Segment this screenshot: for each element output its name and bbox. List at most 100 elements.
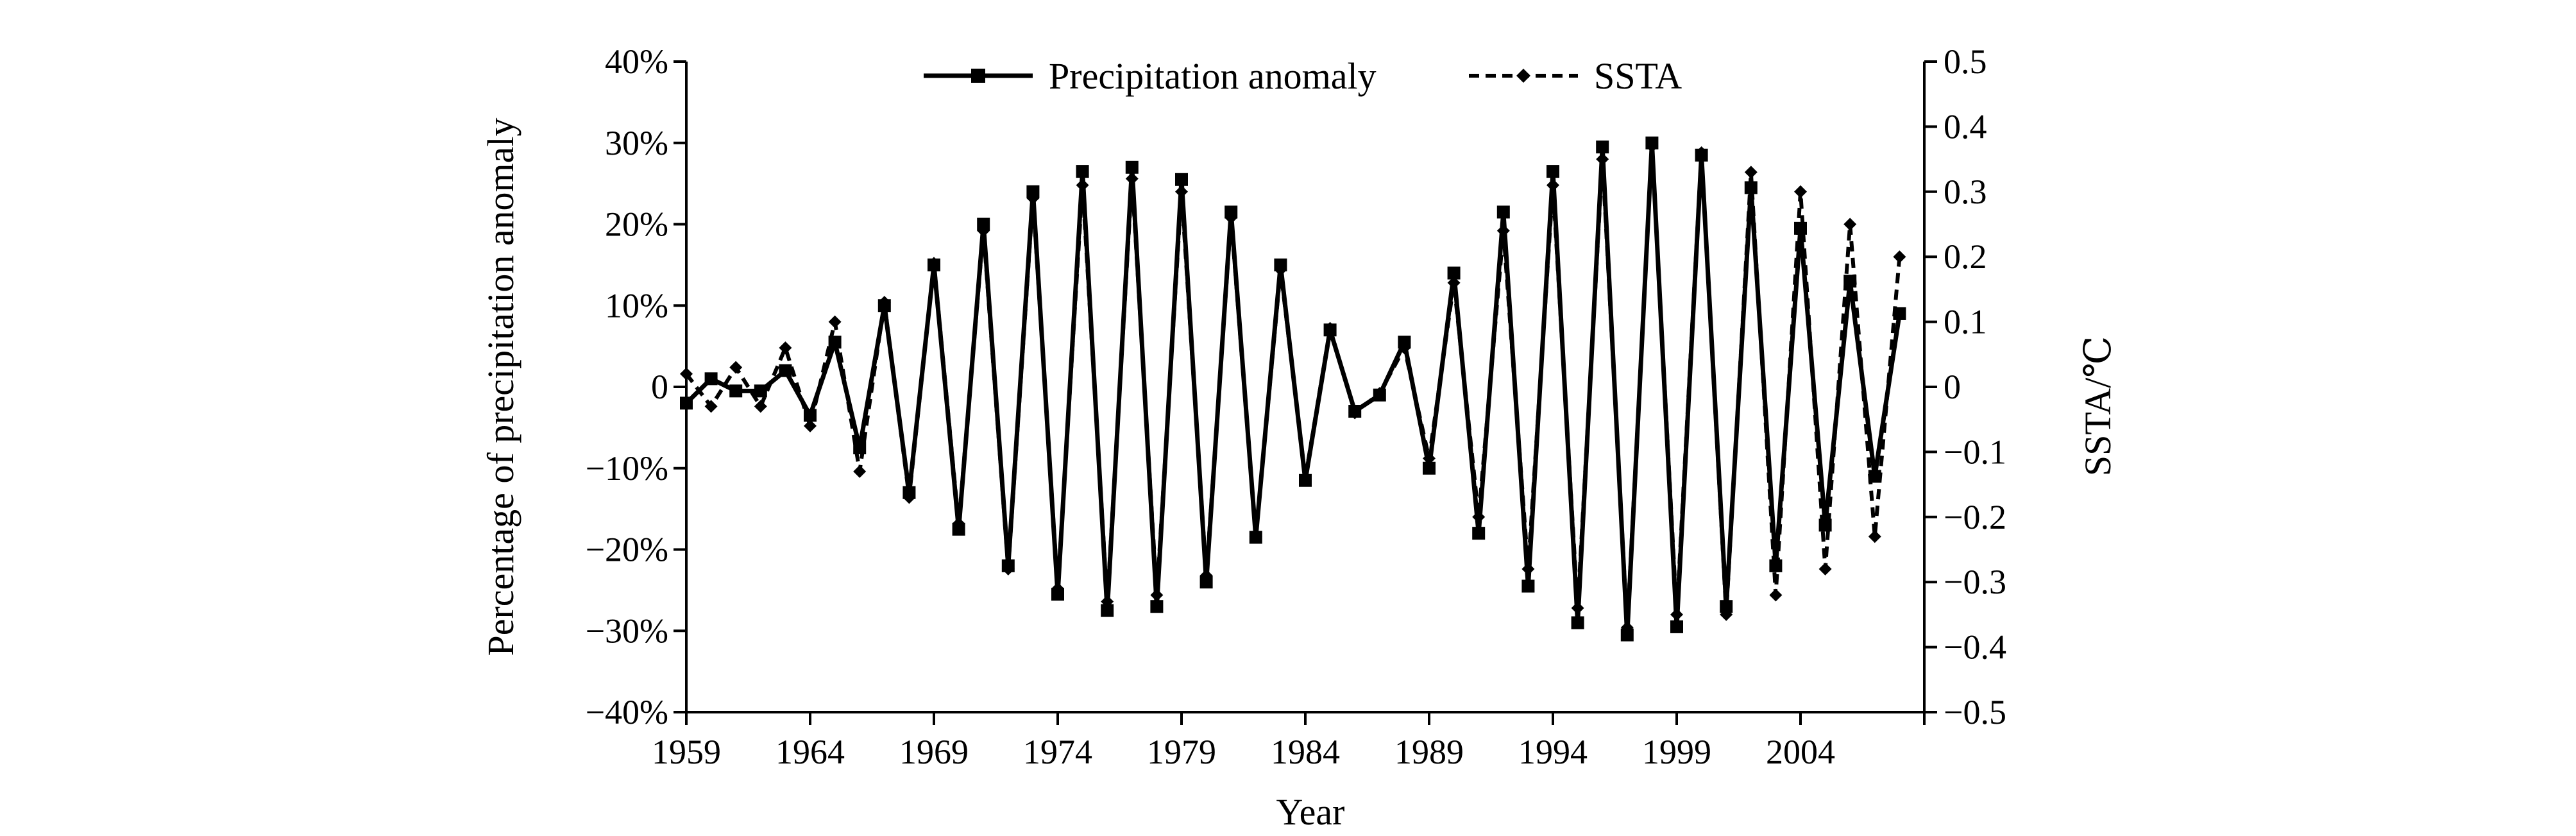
y-tick-label-left: −10% bbox=[586, 449, 668, 488]
x-tick-label: 1974 bbox=[1023, 733, 1092, 771]
precipitation-point bbox=[853, 441, 867, 455]
ssta-point bbox=[853, 465, 867, 478]
precipitation-point bbox=[1670, 620, 1683, 633]
precipitation-point bbox=[1101, 604, 1114, 617]
precipitation-point bbox=[977, 218, 990, 231]
series-layer bbox=[680, 136, 1906, 642]
x-tick-label: 2004 bbox=[1766, 733, 1835, 771]
precipitation-point bbox=[1472, 527, 1486, 540]
y-tick-label-right: 0.1 bbox=[1944, 303, 1987, 341]
precipitation-point bbox=[1546, 165, 1559, 178]
precipitation-point bbox=[1447, 266, 1461, 280]
precipitation-point bbox=[877, 299, 891, 312]
ssta-point bbox=[1818, 562, 1832, 576]
y-tick-label-right: −0.2 bbox=[1944, 498, 2006, 536]
precipitation-point bbox=[1596, 141, 1609, 154]
precipitation-point bbox=[902, 486, 916, 499]
y-tick-label-left: 0 bbox=[651, 368, 668, 406]
precipitation-point bbox=[1150, 600, 1164, 613]
precipitation-point bbox=[1026, 185, 1040, 198]
precipitation-point bbox=[1843, 275, 1857, 288]
precipitation-point bbox=[1125, 160, 1139, 174]
ssta-point bbox=[1794, 185, 1807, 198]
precipitation-point bbox=[1695, 148, 1708, 162]
precipitation-point bbox=[1076, 165, 1089, 178]
precipitation-point bbox=[1868, 470, 1881, 483]
precipitation-point bbox=[1818, 518, 1832, 532]
y-tick-label-right: 0.4 bbox=[1944, 107, 1987, 146]
precipitation-point bbox=[1744, 181, 1758, 194]
ssta-point bbox=[804, 419, 817, 432]
precipitation-line bbox=[684, 141, 1902, 638]
y-tick-label-left: −40% bbox=[586, 693, 668, 731]
x-tick-label: 1969 bbox=[899, 733, 969, 771]
precipitation-point bbox=[1423, 461, 1436, 475]
precipitation-point bbox=[1794, 221, 1807, 235]
precipitation-point bbox=[928, 258, 940, 271]
y-tick-label-left: −30% bbox=[586, 611, 668, 650]
precipitation-point bbox=[1645, 136, 1659, 149]
x-tick-label: 1989 bbox=[1394, 733, 1464, 771]
precipitation-point bbox=[952, 522, 965, 536]
precipitation-point bbox=[1893, 307, 1906, 320]
y-tick-label-right: −0.4 bbox=[1944, 628, 2006, 667]
ssta-point bbox=[1868, 530, 1881, 543]
ssta-point bbox=[729, 361, 743, 374]
precipitation-point bbox=[680, 397, 693, 410]
precipitation-point bbox=[1249, 531, 1262, 544]
precipitation-point bbox=[1348, 405, 1362, 418]
y-tick-label-right: −0.3 bbox=[1944, 563, 2006, 601]
ssta-point bbox=[779, 341, 792, 355]
ssta-point bbox=[1744, 166, 1758, 179]
precipitation-point bbox=[754, 384, 767, 398]
precipitation-point bbox=[1720, 600, 1733, 613]
y-tick-label-left: 10% bbox=[605, 286, 668, 325]
legend: Precipitation anomaly SSTA bbox=[924, 55, 1682, 97]
legend-label-ssta: SSTA bbox=[1594, 55, 1682, 97]
precipitation-point bbox=[1398, 336, 1411, 349]
y-tick-label-right: 0.2 bbox=[1944, 237, 1987, 276]
precipitation-point bbox=[1274, 258, 1287, 271]
ssta-point bbox=[704, 400, 718, 413]
precipitation-point bbox=[804, 409, 817, 422]
x-tick-label: 1959 bbox=[652, 733, 721, 771]
precipitation-point bbox=[828, 336, 842, 349]
axes: 40% 30% 20% 10% 0 −10% −20% −30% −40% 0.5 0.4 0.3 0.… bbox=[586, 42, 2006, 771]
precipitation-point bbox=[779, 364, 792, 377]
precipitation-point bbox=[1620, 628, 1634, 642]
x-tick-label: 1999 bbox=[1642, 733, 1711, 771]
precipitation-point bbox=[1224, 205, 1238, 219]
y-tick-label-left: −20% bbox=[586, 531, 668, 569]
precipitation-point bbox=[1496, 205, 1510, 219]
ssta-point bbox=[680, 367, 693, 380]
legend-marker-ssta bbox=[1516, 69, 1530, 83]
legend-label-precipitation: Precipitation anomaly bbox=[1049, 55, 1377, 97]
y-tick-label-right: −0.5 bbox=[1944, 693, 2006, 731]
precipitation-point bbox=[1051, 588, 1064, 601]
precipitation-point bbox=[1373, 388, 1386, 402]
x-tick-label: 1994 bbox=[1518, 733, 1588, 771]
precipitation-point bbox=[704, 372, 718, 386]
precipitation-point bbox=[1199, 576, 1213, 589]
x-axis-title: Year bbox=[1276, 791, 1345, 833]
precipitation-point bbox=[1571, 616, 1584, 629]
y-tick-label-right: 0.3 bbox=[1944, 173, 1987, 211]
y-tick-label-right: 0 bbox=[1944, 368, 1961, 406]
x-tick-label: 1964 bbox=[775, 733, 845, 771]
y-axis-title-right: SSTA/℃ bbox=[2077, 336, 2119, 476]
y-tick-label-left: 40% bbox=[605, 42, 668, 81]
legend-marker-precipitation bbox=[971, 69, 985, 83]
y-axis-title-left: Percentage of precipitation anomaly bbox=[480, 117, 521, 656]
x-tick-label: 1984 bbox=[1271, 733, 1340, 771]
precipitation-point bbox=[1299, 473, 1312, 487]
y-tick-label-right: 0.5 bbox=[1944, 42, 1987, 81]
y-tick-label-right: −0.1 bbox=[1944, 432, 2006, 471]
ssta-point bbox=[1843, 218, 1857, 231]
ssta-point bbox=[828, 315, 842, 328]
precipitation-point bbox=[1521, 579, 1535, 593]
precipitation-point bbox=[1175, 173, 1188, 186]
precipitation-point bbox=[729, 384, 743, 398]
ssta-point bbox=[1769, 588, 1783, 602]
precipitation-point bbox=[1323, 323, 1337, 337]
